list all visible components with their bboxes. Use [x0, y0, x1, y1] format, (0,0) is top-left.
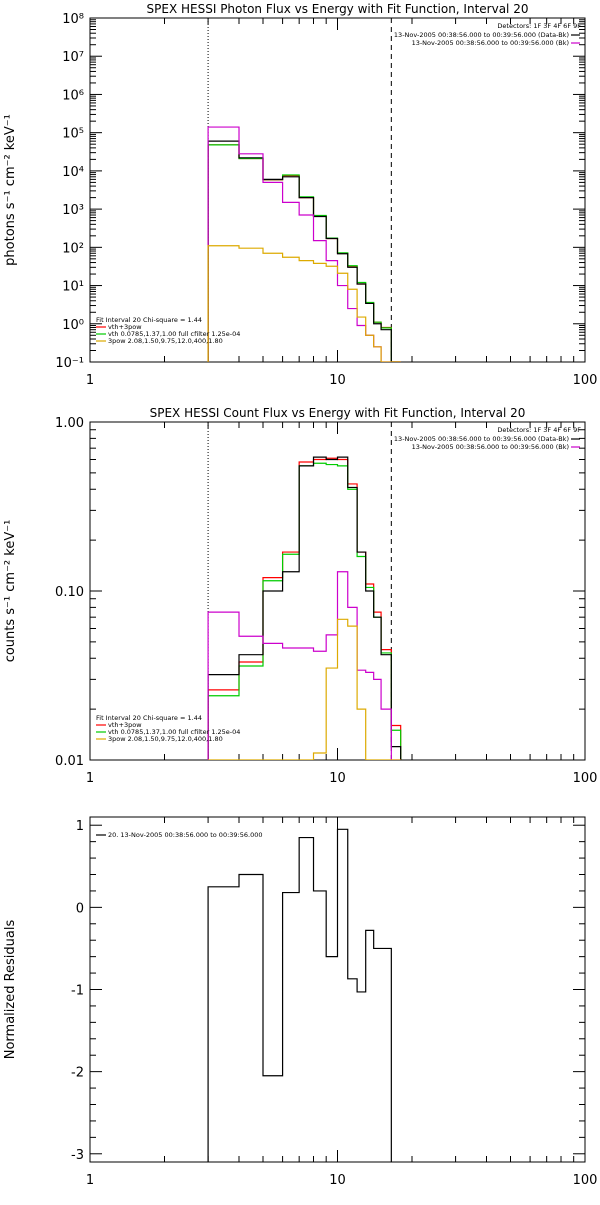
series-step-line [207, 456, 402, 760]
series-step-line [208, 618, 401, 760]
y-tick-label: 0.01 [55, 754, 84, 769]
series-step-line [207, 457, 402, 760]
chart-title: SPEX HESSI Count Flux vs Energy with Fit… [150, 406, 526, 420]
y-tick-label: 10² [62, 241, 84, 256]
legend-entry-label: 20. 13-Nov-2005 00:38:56.000 to 00:39:56… [108, 831, 262, 839]
series-group [207, 828, 392, 1162]
y-tick-label: 10¹ [62, 280, 84, 295]
y-tick-label: 10⁵ [62, 127, 84, 142]
y-tick-label: 10⁸ [62, 12, 84, 27]
legend-interval-label: 13-Nov-2005 00:38:56.000 to 00:39:56.000… [412, 39, 569, 47]
x-tick-label: 10 [329, 373, 346, 388]
x-tick-label: 1 [86, 373, 94, 388]
legend-entry-label: 3pow 2.08,1.50,9.75,12.0,400,1.80 [108, 337, 223, 345]
x-tick-label: 1 [86, 1173, 94, 1188]
y-tick-label: 10³ [62, 203, 84, 218]
y-tick-label: 1.00 [55, 416, 84, 431]
series-step-line [207, 828, 392, 1162]
legend-interval-label: 13-Nov-2005 00:38:56.000 to 00:39:56.000… [394, 435, 569, 443]
series-group [207, 456, 402, 760]
x-tick-label: 100 [573, 373, 598, 388]
legend-interval-label: 13-Nov-2005 00:38:56.000 to 00:39:56.000… [412, 443, 569, 451]
legend-fit-header: Fit Interval 20 Chi-square = 1.44 [96, 316, 202, 324]
x-tick-label: 10 [329, 771, 346, 786]
series-group [207, 571, 401, 760]
series-step-line [207, 140, 401, 362]
series-group [207, 126, 401, 362]
y-tick-label: 10⁻¹ [55, 356, 84, 371]
y-tick-label: 1 [76, 819, 84, 834]
y-axis-label: counts s⁻¹ cm⁻² keV⁻¹ [3, 520, 18, 663]
y-tick-label: -3 [71, 1148, 84, 1163]
count-flux-panel: SPEX HESSI Count Flux vs Energy with Fit… [3, 406, 597, 786]
x-tick-label: 100 [573, 771, 598, 786]
y-tick-label: -2 [71, 1066, 84, 1081]
y-tick-label: 0 [76, 901, 84, 916]
y-tick-label: 10⁶ [62, 88, 84, 103]
series-step-line [207, 126, 401, 362]
series-group [207, 245, 401, 362]
legend-interval-label: 13-Nov-2005 00:38:56.000 to 00:39:56.000… [394, 31, 569, 39]
x-tick-label: 1 [86, 771, 94, 786]
plot-frame [89, 17, 586, 363]
y-tick-label: 10⁰ [62, 318, 84, 333]
series-group [207, 457, 402, 760]
y-tick-label: 0.10 [55, 585, 84, 600]
y-tick-label: 10⁷ [62, 50, 84, 65]
y-tick-label: -1 [71, 984, 84, 999]
legend-entry-label: 3pow 2.08,1.50,9.75,12.0,400,1.80 [108, 735, 223, 743]
legend-detectors: Detectors: 1F 3F 4F 6F 9F [497, 426, 581, 434]
legend-entry-label: vth 0.0785,1.37,1.00 full cfilter 1.25e-… [108, 330, 240, 338]
photon-flux-panel: SPEX HESSI Photon Flux vs Energy with Fi… [3, 2, 597, 388]
chart-title: SPEX HESSI Photon Flux vs Energy with Fi… [147, 2, 529, 16]
x-tick-label: 10 [329, 1173, 346, 1188]
series-group [207, 140, 401, 362]
legend-detectors: Detectors: 1F 3F 4F 6F 9F [497, 22, 581, 30]
y-axis-label: photons s⁻¹ cm⁻² keV⁻¹ [3, 114, 18, 266]
y-tick-label: 10⁴ [62, 165, 84, 180]
series-step-line [207, 245, 401, 362]
legend-entry-label: vth+3pow [108, 323, 142, 331]
series-group [208, 618, 401, 760]
series-step-line [207, 571, 401, 760]
legend-fit-header: Fit Interval 20 Chi-square = 1.44 [96, 714, 202, 722]
legend-entry-label: vth 0.0785,1.37,1.00 full cfilter 1.25e-… [108, 728, 240, 736]
x-tick-label: 100 [573, 1173, 598, 1188]
legend-entry-label: vth+3pow [108, 721, 142, 729]
residuals-panel: Normalized Residuals 1 10 100 -3 -2 -1 0 1 20. 13… [3, 816, 598, 1188]
y-axis-label: Normalized Residuals [3, 920, 18, 1060]
